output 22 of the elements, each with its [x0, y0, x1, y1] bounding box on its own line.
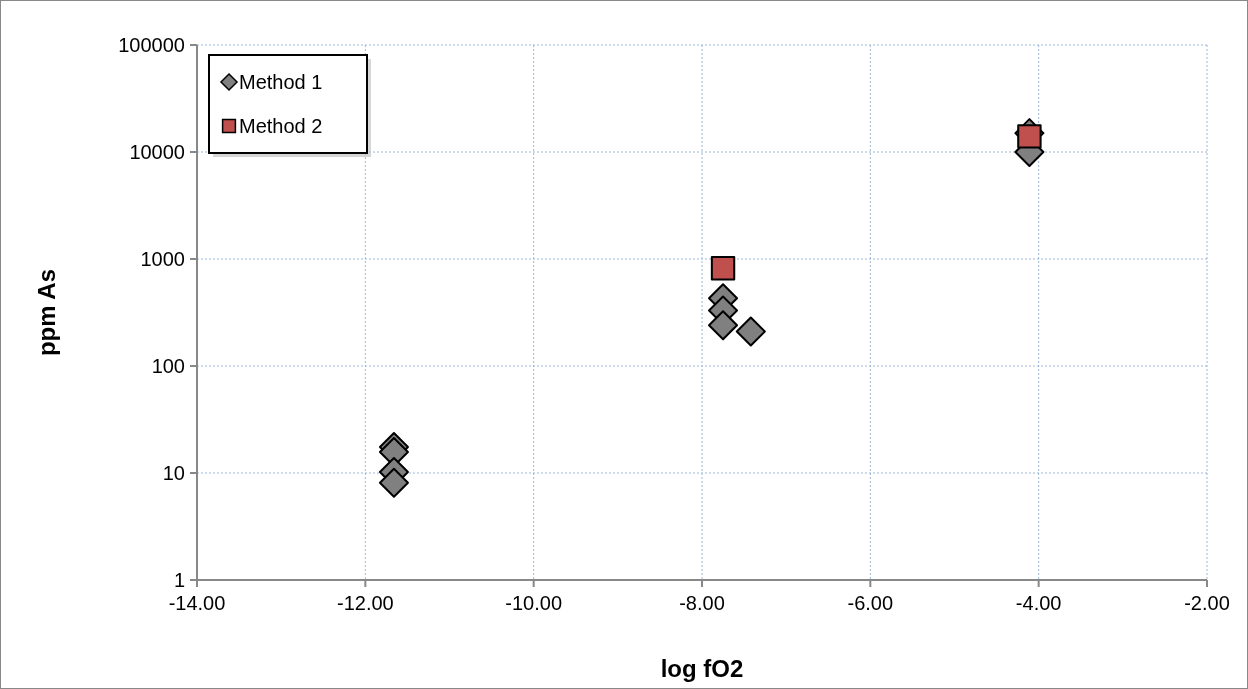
y-tick-label: 10000 — [129, 141, 185, 163]
point — [1017, 124, 1042, 149]
x-tick-label: -4.00 — [1015, 592, 1062, 614]
y-tick-label: 100 — [151, 355, 185, 377]
point — [708, 310, 739, 341]
point — [378, 467, 409, 498]
x-tick-label: -12.00 — [336, 592, 394, 614]
x-tick-label: -6.00 — [847, 592, 894, 614]
x-axis-title: log fO2 — [660, 655, 744, 682]
x-tick-label: -14.00 — [168, 592, 226, 614]
point — [710, 256, 736, 281]
y-tick-label: 1 — [173, 569, 185, 591]
point — [735, 316, 766, 347]
legend-label: Method 2 — [239, 115, 323, 137]
x-tick-label: -2.00 — [1184, 592, 1230, 614]
legend-label: Method 1 — [239, 71, 323, 93]
y-axis-title: ppm As — [33, 268, 60, 357]
y-tick-label: 10 — [162, 462, 185, 484]
x-tick-label: -10.00 — [505, 592, 563, 614]
y-tick-label: 100000 — [118, 34, 185, 56]
y-tick-label: 1000 — [140, 248, 185, 270]
x-tick-label: -8.00 — [679, 592, 725, 614]
